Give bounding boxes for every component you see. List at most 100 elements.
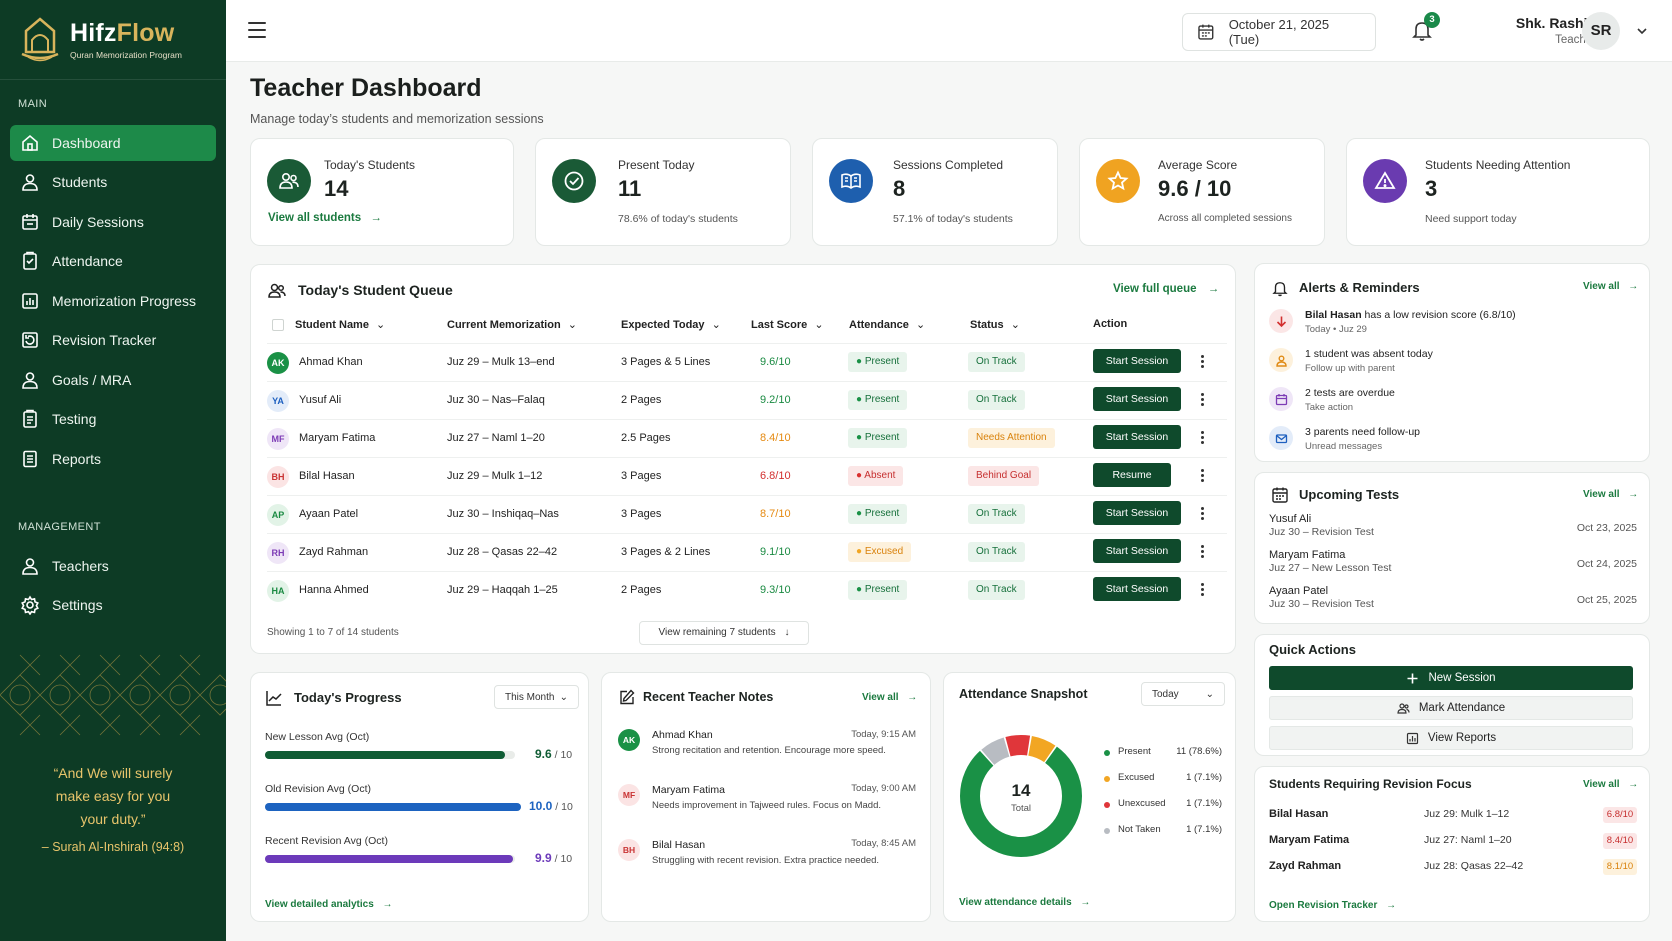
col-expected-today[interactable]: Expected Today ⌄	[621, 319, 721, 331]
revision-item[interactable]: Bilal Hasan Juz 29: Mulk 1–12 6.8/10	[1269, 805, 1637, 825]
warning-icon	[1363, 159, 1407, 203]
start-session-button[interactable]: Start Session	[1093, 425, 1181, 449]
brand: HifzFlow Quran Memorization Program	[0, 0, 226, 80]
start-session-button[interactable]: Start Session	[1093, 501, 1181, 525]
test-item[interactable]: Yusuf Ali Juz 30 – Revision Test Oct 23,…	[1269, 513, 1637, 538]
start-session-button[interactable]: Start Session	[1093, 539, 1181, 563]
more-options-icon[interactable]	[1199, 393, 1205, 407]
bell-icon[interactable]	[1410, 18, 1434, 42]
sidebar-item-teachers[interactable]: Teachers	[10, 548, 216, 584]
date-picker[interactable]: October 21, 2025 (Tue)	[1182, 13, 1376, 51]
sidebar-item-attendance[interactable]: Attendance	[10, 243, 216, 279]
table-row: YA Yusuf Ali Juz 30 – Nas–Falaq 2 Pages …	[267, 381, 1227, 419]
mark-attendance-button[interactable]: Mark Attendance	[1269, 696, 1633, 720]
start-session-button[interactable]: Start Session	[1093, 577, 1181, 601]
new-session-button[interactable]: New Session	[1269, 666, 1633, 690]
progress-track	[265, 751, 515, 759]
progress-title: Today's Progress	[294, 690, 402, 705]
col-student-name[interactable]: Student Name ⌄	[295, 319, 386, 331]
resume-button[interactable]: Resume	[1093, 463, 1171, 487]
score: 9.3/10	[760, 584, 791, 596]
more-options-icon[interactable]	[1199, 583, 1205, 597]
notes-view-all-link[interactable]: View all →	[862, 692, 918, 703]
progress-track	[265, 855, 515, 863]
score: 9.2/10	[760, 394, 791, 406]
avatar: BH	[267, 466, 289, 488]
sidebar-item-dashboard[interactable]: Dashboard	[10, 124, 216, 161]
view-attendance-details-link[interactable]: View attendance details →	[959, 897, 1091, 908]
sidebar-item-settings[interactable]: Settings	[10, 587, 216, 623]
stat-label: Average Score	[1158, 158, 1238, 172]
user-icon	[1269, 348, 1293, 372]
view-remaining-button[interactable]: View remaining 7 students ↓	[639, 621, 809, 645]
view-all-students-link[interactable]: View all students →	[268, 212, 382, 224]
more-options-icon[interactable]	[1199, 431, 1205, 445]
sidebar-item-label: Reports	[52, 450, 102, 467]
memorization: Juz 27 – Naml 1–20	[447, 432, 545, 444]
chevron-down-icon[interactable]	[1636, 26, 1648, 36]
more-options-icon[interactable]	[1199, 507, 1205, 521]
plus-icon	[1407, 673, 1418, 683]
open-revision-tracker-link[interactable]: Open Revision Tracker →	[1269, 900, 1397, 911]
expected: 2.5 Pages	[621, 432, 671, 444]
quick-actions-title: Quick Actions	[1269, 642, 1356, 657]
test-item[interactable]: Maryam Fatima Juz 27 – New Lesson Test O…	[1269, 549, 1637, 574]
user-avatar[interactable]: SR	[1582, 12, 1620, 50]
sidebar-item-students[interactable]: Students	[10, 164, 216, 200]
sidebar-item-memorization-progress[interactable]: Memorization Progress	[10, 283, 216, 319]
status-badge: On Track	[968, 390, 1025, 410]
avatar: MF	[618, 784, 640, 806]
note-text: Strong recitation and retention. Encoura…	[652, 745, 886, 756]
more-options-icon[interactable]	[1199, 545, 1205, 559]
avatar: HA	[267, 580, 289, 602]
select-all-checkbox[interactable]	[272, 319, 284, 331]
home-icon	[22, 134, 38, 151]
view-full-queue-link[interactable]: View full queue →	[1113, 283, 1220, 295]
quote-text: “And We will surely make easy for you yo…	[53, 765, 173, 827]
tests-view-all-link[interactable]: View all →	[1583, 489, 1639, 500]
revision-focus-card: Students Requiring Revision Focus View a…	[1254, 766, 1650, 922]
sidebar-item-daily-sessions[interactable]: Daily Sessions	[10, 204, 216, 240]
start-session-button[interactable]: Start Session	[1093, 349, 1181, 373]
user-name: Shk. Rashid	[1515, 15, 1596, 31]
sidebar-item-goals[interactable]: Goals / MRA	[10, 362, 216, 398]
attendance-period-select[interactable]: Today ⌄	[1141, 682, 1225, 706]
stat-card-todays-students: Today's Students 14 View all students →	[250, 138, 514, 246]
legend-item-not-taken: Not Taken 1 (7.1%)	[1104, 824, 1222, 838]
stat-foot: Need support today	[1425, 213, 1517, 225]
progress-fill	[265, 803, 521, 811]
sidebar-item-reports[interactable]: Reports	[10, 441, 216, 477]
col-status[interactable]: Status ⌄	[970, 319, 1020, 331]
revision-item[interactable]: Maryam Fatima Juz 27: Naml 1–20 8.4/10	[1269, 831, 1637, 851]
memorization: Juz 28 – Qasas 22–42	[447, 546, 558, 558]
view-reports-button[interactable]: View Reports	[1269, 726, 1633, 750]
period-select[interactable]: This Month ⌄	[494, 685, 579, 709]
col-last-score[interactable]: Last Score ⌄	[751, 319, 824, 331]
checklist-icon	[23, 251, 37, 270]
start-session-button[interactable]: Start Session	[1093, 387, 1181, 411]
more-options-icon[interactable]	[1199, 355, 1205, 369]
more-options-icon[interactable]	[1199, 469, 1205, 483]
stat-value: 3	[1425, 176, 1438, 201]
status-badge: Behind Goal	[968, 466, 1040, 486]
col-current-memorization[interactable]: Current Memorization ⌄	[447, 319, 577, 331]
attendance-donut-chart	[960, 735, 1082, 857]
col-attendance[interactable]: Attendance ⌄	[849, 319, 926, 331]
revision-item[interactable]: Zayd Rahman Juz 28: Qasas 22–42 8.1/10	[1269, 857, 1637, 877]
stat-label: Students Needing Attention	[1425, 158, 1571, 172]
memorization: Juz 30 – Nas–Falaq	[447, 394, 545, 406]
user-role: Teacher	[1555, 34, 1596, 46]
date-text: October 21, 2025 (Tue)	[1228, 17, 1330, 47]
brand-subtitle: Quran Memorization Program	[70, 50, 182, 60]
view-analytics-link[interactable]: View detailed analytics →	[265, 899, 393, 910]
hamburger-menu-icon[interactable]	[248, 22, 266, 38]
test-item[interactable]: Ayaan Patel Juz 30 – Revision Test Oct 2…	[1269, 585, 1637, 610]
sidebar-item-testing[interactable]: Testing	[10, 401, 216, 437]
revision-view-all-link[interactable]: View all →	[1583, 779, 1639, 790]
memorization: Juz 29 – Mulk 13–end	[447, 356, 555, 368]
progress-track	[265, 803, 521, 811]
sidebar-item-label: Attendance	[52, 253, 123, 269]
sidebar-item-revision-tracker[interactable]: Revision Tracker	[10, 322, 216, 358]
alerts-view-all-link[interactable]: View all →	[1583, 281, 1639, 292]
attendance-badge: ● Present	[848, 580, 908, 600]
